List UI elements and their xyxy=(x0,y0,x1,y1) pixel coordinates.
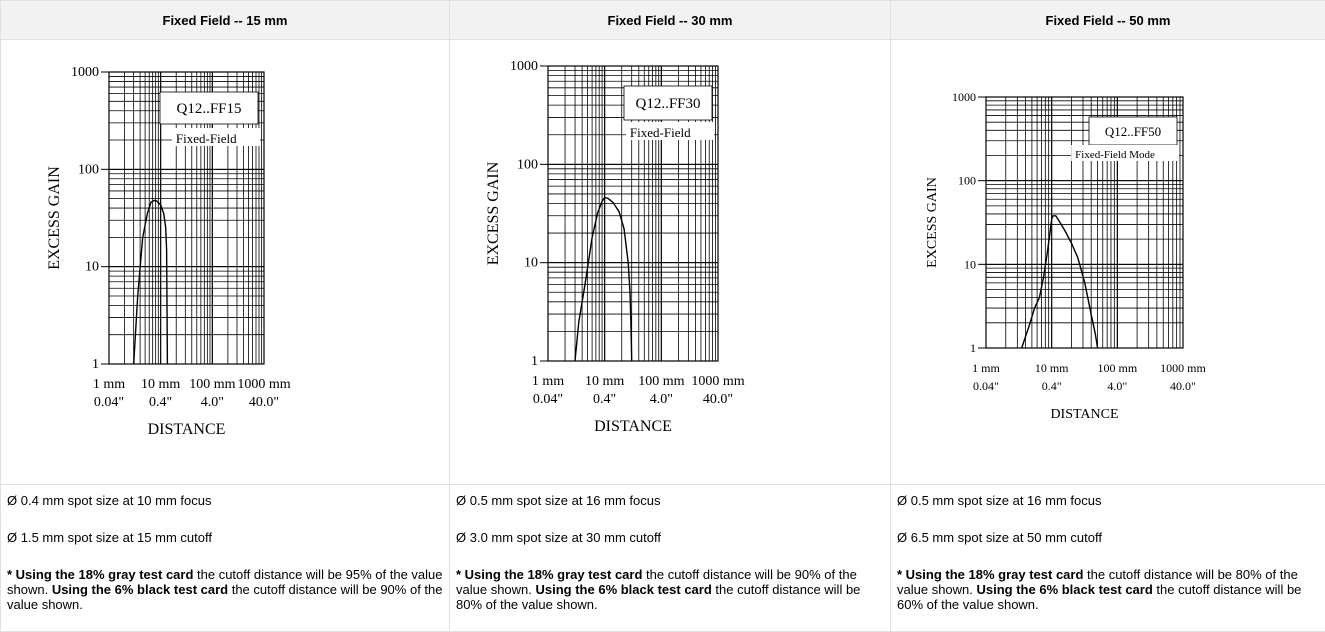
column-header-ff15: Fixed Field -- 15 mm xyxy=(0,0,450,40)
x-tick-label-mm: 100 mm xyxy=(1097,361,1137,375)
y-axis-title: EXCESS GAIN xyxy=(925,177,940,268)
x-tick-label-in: 4.0" xyxy=(1107,379,1127,393)
spot-focus-note: Ø 0.4 mm spot size at 10 mm focus xyxy=(7,493,212,508)
notes-ff50: Ø 0.5 mm spot size at 16 mm focus Ø 6.5 … xyxy=(890,484,1325,632)
spot-focus-note: Ø 0.5 mm spot size at 16 mm focus xyxy=(897,493,1102,508)
x-tick-label-mm: 10 mm xyxy=(141,377,180,392)
legend-box xyxy=(1088,116,1178,146)
plot-frame xyxy=(108,71,265,365)
gray-card-lead: * Using the 18% gray test card xyxy=(897,567,1084,582)
y-tick-label: 100 xyxy=(78,162,99,177)
x-tick-label-in: 4.0" xyxy=(650,392,673,407)
x-axis-title: DISTANCE xyxy=(148,421,226,438)
legend-box xyxy=(623,85,713,121)
x-tick-label-mm: 1 mm xyxy=(532,374,564,389)
test-card-note: * Using the 18% gray test card the cutof… xyxy=(7,567,443,612)
notes-ff15: Ø 0.4 mm spot size at 10 mm focus Ø 1.5 … xyxy=(0,484,450,632)
excess-gain-chart-ff30: 1 10 100 1000 1 mm 0.04" 10 mm 0.4" 100 mm 4.0" 10… xyxy=(485,59,745,435)
legend-box xyxy=(159,91,259,125)
y-axis-title: EXCESS GAIN xyxy=(485,161,502,265)
black-card-lead: Using the 6% black test card xyxy=(976,582,1153,597)
x-tick-label-in: 4.0" xyxy=(201,395,224,410)
spot-focus-note: Ø 0.5 mm spot size at 16 mm focus xyxy=(456,493,661,508)
spot-cutoff-note: Ø 3.0 mm spot size at 30 mm cutoff xyxy=(456,530,661,545)
chart-cell-ff50: 1 10 100 1000 1 mm 0.04" 10 mm 0.4" 100 mm 4.0" 10… xyxy=(890,39,1325,485)
excess-gain-curve xyxy=(133,199,169,365)
excess-gain-curve xyxy=(1021,215,1099,349)
legend-model-label: Q12..FF15 xyxy=(176,101,241,117)
x-tick-label-in: 0.4" xyxy=(149,395,172,410)
x-axis-title: DISTANCE xyxy=(594,418,672,435)
y-tick-label: 1 xyxy=(92,357,99,372)
gray-card-text: the cutoff distance will be 90% of the v… xyxy=(456,567,857,597)
test-card-note: * Using the 18% gray test card the cutof… xyxy=(456,567,884,612)
plot-frame xyxy=(547,65,719,362)
x-axis-title: DISTANCE xyxy=(1050,407,1118,422)
black-card-text: the cutoff distance will be 90% of the v… xyxy=(7,582,443,612)
x-tick-label-mm: 1 mm xyxy=(93,377,125,392)
column-header-ff30: Fixed Field -- 30 mm xyxy=(449,0,891,40)
x-tick-label-mm: 10 mm xyxy=(1035,361,1069,375)
y-tick-label: 1 xyxy=(531,354,538,369)
x-tick-label-mm: 1000 mm xyxy=(237,377,290,392)
y-tick-label: 1 xyxy=(970,341,976,355)
x-tick-label-in: 0.04" xyxy=(973,379,999,393)
x-tick-label-in: 0.4" xyxy=(593,392,616,407)
grid xyxy=(108,71,265,365)
notes-ff30: Ø 0.5 mm spot size at 16 mm focus Ø 3.0 … xyxy=(449,484,891,632)
x-tick-label-mm: 1 mm xyxy=(972,361,1000,375)
chart-cell-ff30: 1 10 100 1000 1 mm 0.04" 10 mm 0.4" 100 mm 4.0" 10… xyxy=(449,39,891,485)
x-tick-label-mm: 1000 mm xyxy=(691,374,744,389)
spot-cutoff-note: Ø 1.5 mm spot size at 15 mm cutoff xyxy=(7,530,212,545)
y-axis-title: EXCESS GAIN xyxy=(46,166,63,270)
test-card-note: * Using the 18% gray test card the cutof… xyxy=(897,567,1319,612)
mode-label-bg xyxy=(1071,145,1179,161)
black-card-text: the cutoff distance will be 80% of the v… xyxy=(456,582,861,612)
x-tick-label-in: 0.4" xyxy=(1042,379,1062,393)
excess-gain-chart-ff50: 1 10 100 1000 1 mm 0.04" 10 mm 0.4" 100 mm 4.0" 10… xyxy=(925,90,1206,422)
excess-gain-curve xyxy=(574,196,633,362)
y-tick-label: 100 xyxy=(958,174,976,188)
mode-label-bg xyxy=(625,122,714,140)
y-tick-label: 1000 xyxy=(952,90,976,104)
legend-mode-label: Fixed-Field xyxy=(176,131,237,146)
legend-model-label: Q12..FF50 xyxy=(1105,124,1161,139)
y-tick-label: 10 xyxy=(964,257,976,271)
y-tick-label: 1000 xyxy=(510,59,538,74)
legend-mode-label: Fixed-Field Mode xyxy=(1075,149,1155,161)
gray-card-text: the cutoff distance will be 95% of the v… xyxy=(7,567,443,597)
legend-mode-label: Fixed-Field xyxy=(630,125,691,140)
x-tick-label-in: 40.0" xyxy=(1170,379,1196,393)
y-tick-label: 10 xyxy=(85,260,99,275)
gray-card-lead: * Using the 18% gray test card xyxy=(7,567,194,582)
x-tick-label-in: 0.04" xyxy=(533,392,563,407)
x-tick-label-mm: 100 mm xyxy=(638,374,684,389)
x-tick-label-mm: 10 mm xyxy=(585,374,624,389)
y-tick-label: 100 xyxy=(517,157,538,172)
column-header-ff50: Fixed Field -- 50 mm xyxy=(890,0,1325,40)
mode-label-bg xyxy=(171,128,260,146)
black-card-text: the cutoff distance will be 60% of the v… xyxy=(897,582,1302,612)
chart-cell-ff15: 1 10 100 1000 1 mm 0.04" 10 mm 0.4" 100 mm 4.0" 10… xyxy=(0,39,450,485)
x-tick-label-mm: 100 mm xyxy=(189,377,235,392)
gray-card-lead: * Using the 18% gray test card xyxy=(456,567,643,582)
y-tick-label: 1000 xyxy=(71,65,99,80)
y-tick-label: 10 xyxy=(524,256,538,271)
excess-gain-chart-ff15: 1 10 100 1000 1 mm 0.04" 10 mm 0.4" 100 mm 4.0" 10… xyxy=(46,65,291,438)
x-tick-label-mm: 1000 mm xyxy=(1160,361,1206,375)
plot-frame xyxy=(985,96,1184,349)
black-card-lead: Using the 6% black test card xyxy=(535,582,712,597)
x-tick-label-in: 40.0" xyxy=(703,392,733,407)
legend-model-label: Q12..FF30 xyxy=(635,96,700,112)
x-tick-label-in: 40.0" xyxy=(249,395,279,410)
gray-card-text: the cutoff distance will be 80% of the v… xyxy=(897,567,1298,597)
spot-cutoff-note: Ø 6.5 mm spot size at 50 mm cutoff xyxy=(897,530,1102,545)
black-card-lead: Using the 6% black test card xyxy=(51,582,229,597)
x-tick-label-in: 0.04" xyxy=(94,395,124,410)
